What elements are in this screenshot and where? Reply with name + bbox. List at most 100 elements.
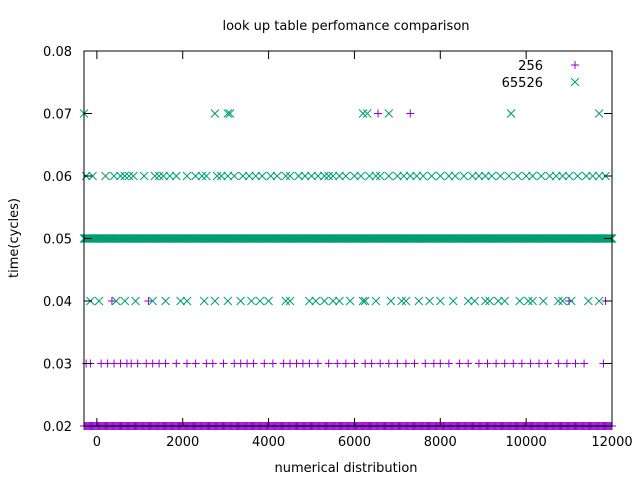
point-65526 bbox=[148, 296, 158, 306]
point-65526 bbox=[311, 296, 321, 306]
point-256 bbox=[313, 359, 322, 368]
point-65526 bbox=[545, 171, 555, 181]
point-65526 bbox=[405, 171, 415, 181]
point-256 bbox=[183, 359, 192, 368]
point-256 bbox=[374, 109, 383, 118]
point-256 bbox=[144, 297, 153, 305]
y-tick-label: 0.03 bbox=[43, 358, 72, 373]
point-65526 bbox=[201, 171, 211, 181]
point-65526 bbox=[165, 171, 175, 181]
point-65526 bbox=[371, 296, 381, 306]
point-256 bbox=[341, 359, 350, 368]
legend: 256 65526 bbox=[502, 59, 580, 91]
point-65526 bbox=[551, 171, 561, 181]
point-65526 bbox=[210, 296, 220, 306]
point-65526 bbox=[313, 171, 323, 181]
point-65526 bbox=[581, 171, 591, 181]
point-65526 bbox=[217, 171, 226, 181]
point-65526 bbox=[384, 109, 394, 118]
point-65526 bbox=[536, 171, 546, 181]
point-65526 bbox=[513, 171, 522, 181]
x-tick-label: 6000 bbox=[338, 435, 371, 450]
point-65526 bbox=[324, 171, 334, 181]
point-256 bbox=[455, 359, 464, 368]
point-65526 bbox=[459, 171, 469, 181]
point-65526 bbox=[588, 171, 598, 181]
legend-marker-65526 bbox=[570, 77, 580, 87]
point-256 bbox=[376, 359, 385, 368]
chart-title: look up table perfomance comparison bbox=[222, 19, 469, 34]
point-65526 bbox=[328, 296, 338, 306]
point-65526 bbox=[223, 296, 233, 306]
point-65526 bbox=[328, 171, 338, 181]
point-65526 bbox=[109, 171, 119, 181]
point-65526 bbox=[418, 171, 428, 181]
point-65526 bbox=[285, 171, 295, 181]
point-65526 bbox=[397, 296, 407, 306]
point-65526 bbox=[584, 296, 593, 306]
point-256 bbox=[219, 359, 228, 368]
point-256 bbox=[249, 359, 258, 368]
point-65526 bbox=[463, 296, 473, 306]
point-65526 bbox=[272, 171, 282, 181]
point-65526 bbox=[384, 171, 394, 181]
point-256 bbox=[421, 359, 430, 368]
plot-marks bbox=[79, 109, 617, 430]
point-256 bbox=[436, 359, 445, 368]
point-256 bbox=[410, 359, 419, 368]
point-65526 bbox=[161, 296, 170, 306]
point-65526 bbox=[129, 171, 138, 181]
point-65526 bbox=[594, 296, 604, 306]
point-65526 bbox=[393, 171, 402, 181]
point-256 bbox=[562, 359, 571, 368]
point-65526 bbox=[487, 171, 497, 181]
point-65526 bbox=[88, 171, 97, 181]
point-65526 bbox=[257, 171, 267, 181]
series-65526-dense-band bbox=[79, 234, 617, 243]
x-tick-label: 8000 bbox=[424, 435, 457, 450]
point-65526 bbox=[444, 171, 454, 181]
point-256 bbox=[305, 359, 314, 368]
point-256 bbox=[401, 359, 410, 368]
point-65526 bbox=[120, 171, 130, 181]
point-65526 bbox=[553, 296, 563, 306]
point-65526 bbox=[362, 109, 372, 118]
point-65526 bbox=[159, 171, 168, 181]
point-256 bbox=[333, 359, 342, 368]
point-65526 bbox=[281, 296, 291, 306]
y-tick-label: 0.02 bbox=[43, 420, 72, 435]
point-65526 bbox=[320, 296, 329, 306]
point-65526 bbox=[375, 171, 385, 181]
point-65526 bbox=[481, 296, 490, 306]
point-256 bbox=[580, 359, 589, 368]
point-65526 bbox=[285, 296, 295, 306]
point-65526 bbox=[538, 296, 548, 306]
point-65526 bbox=[500, 296, 510, 306]
point-65526 bbox=[564, 171, 574, 181]
point-65526 bbox=[528, 296, 537, 306]
point-65526 bbox=[111, 296, 121, 306]
axes: 0.02 0.03 0.04 0.05 0.06 0.07 0.08 0 2000 4000 600… bbox=[43, 45, 633, 450]
point-65526 bbox=[247, 296, 256, 306]
x-tick-label: 10000 bbox=[505, 435, 546, 450]
legend-marker-256 bbox=[571, 61, 579, 69]
point-256 bbox=[208, 359, 217, 368]
point-65526 bbox=[150, 171, 160, 181]
point-65526 bbox=[399, 171, 409, 181]
y-tick-label: 0.04 bbox=[43, 295, 72, 310]
point-256 bbox=[500, 359, 509, 368]
x-tick-label: 12000 bbox=[591, 435, 632, 450]
point-65526 bbox=[515, 296, 525, 306]
point-65526 bbox=[427, 171, 437, 181]
y-tick-label: 0.05 bbox=[43, 233, 72, 248]
point-65526 bbox=[435, 296, 445, 306]
point-65526 bbox=[154, 171, 164, 181]
point-256 bbox=[324, 359, 333, 368]
point-65526 bbox=[496, 171, 505, 181]
point-65526 bbox=[176, 296, 185, 306]
point-256 bbox=[535, 359, 544, 368]
x-tick-label: 0 bbox=[93, 435, 101, 450]
y-tick-label: 0.06 bbox=[43, 170, 72, 185]
point-256 bbox=[517, 359, 526, 368]
